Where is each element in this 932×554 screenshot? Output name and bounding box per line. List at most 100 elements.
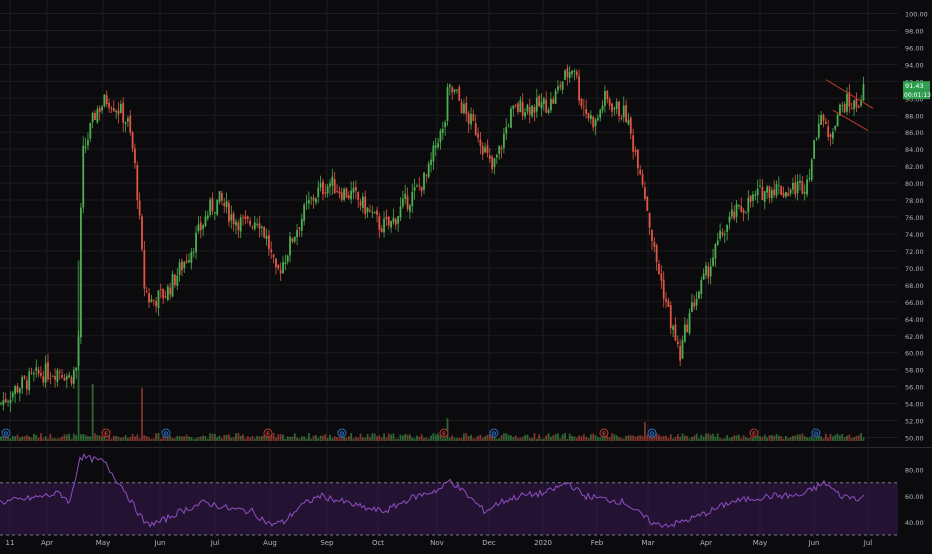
candle-body[interactable] [855,98,858,108]
candle-body[interactable] [11,392,14,398]
event-badge-dividend[interactable] [811,428,821,438]
candle-body[interactable] [268,235,270,249]
candle-body[interactable] [714,244,717,259]
candle-body[interactable] [70,377,73,384]
candle-body[interactable] [157,290,160,308]
candle-body[interactable] [218,191,221,203]
candle-body[interactable] [662,279,665,300]
candle-body[interactable] [456,89,458,91]
candle-body[interactable] [644,187,646,199]
candle-body[interactable] [533,107,536,113]
candle-body[interactable] [763,191,766,202]
candle-body[interactable] [51,376,54,378]
candle-body[interactable] [169,287,172,295]
candle-body[interactable] [554,90,557,104]
candle-body[interactable] [152,299,155,301]
event-badge-earnings[interactable] [101,428,111,438]
candle-body[interactable] [260,226,263,229]
candle-body[interactable] [799,180,801,183]
candle-body[interactable] [432,145,435,162]
candle-body[interactable] [601,105,604,111]
candle-body[interactable] [467,113,470,124]
candle-body[interactable] [117,110,120,115]
candle-body[interactable] [296,230,298,238]
candle-body[interactable] [326,186,329,194]
candle-body[interactable] [477,133,479,138]
candle-body[interactable] [392,217,395,223]
candle-body[interactable] [792,182,794,190]
event-badge-dividend[interactable] [337,428,347,438]
candle-body[interactable] [63,377,66,381]
candle-body[interactable] [608,99,611,106]
candle-body[interactable] [251,226,254,228]
candle-body[interactable] [667,300,670,307]
candle-body[interactable] [747,197,750,213]
candle-body[interactable] [108,103,110,108]
candle-body[interactable] [493,158,496,167]
candle-body[interactable] [300,218,303,231]
candle-body[interactable] [98,108,101,113]
candle-body[interactable] [96,109,99,123]
candle-body[interactable] [150,299,153,302]
candle-body[interactable] [134,148,136,164]
candle-body[interactable] [272,254,275,258]
candle-body[interactable] [486,145,489,153]
candle-body[interactable] [745,212,747,214]
candles-layer[interactable] [0,64,865,413]
candle-body[interactable] [453,89,456,92]
candle-body[interactable] [705,265,707,276]
candle-body[interactable] [611,103,613,112]
candle-body[interactable] [719,230,721,239]
candle-body[interactable] [145,290,148,292]
candle-body[interactable] [766,186,768,193]
candle-body[interactable] [265,235,268,240]
candle-body[interactable] [30,371,33,373]
candle-body[interactable] [282,262,284,274]
candle-body[interactable] [21,377,24,389]
candle-body[interactable] [857,106,860,108]
candle-body[interactable] [101,106,103,111]
candle-body[interactable] [225,201,228,208]
candle-body[interactable] [350,190,353,200]
candle-body[interactable] [270,249,273,253]
candle-body[interactable] [639,169,642,174]
candle-body[interactable] [674,324,677,341]
candle-body[interactable] [406,196,409,210]
candle-body[interactable] [4,398,7,403]
candle-body[interactable] [362,196,364,209]
candle-body[interactable] [582,106,585,108]
candle-body[interactable] [514,105,517,106]
candle-body[interactable] [448,84,451,88]
event-badge-dividend[interactable] [1,428,11,438]
candle-body[interactable] [176,275,179,286]
candle-body[interactable] [409,205,411,212]
candle-body[interactable] [122,102,125,123]
candle-body[interactable] [752,194,754,201]
candle-body[interactable] [834,125,837,130]
candle-body[interactable] [754,194,757,196]
candle-body[interactable] [343,189,345,200]
candle-body[interactable] [540,102,543,109]
candle-body[interactable] [594,119,597,127]
candle-body[interactable] [503,133,505,148]
candle-body[interactable] [221,193,223,201]
candle-body[interactable] [759,185,761,187]
candle-body[interactable] [669,305,672,329]
candle-body[interactable] [420,186,423,192]
candle-body[interactable] [521,102,524,116]
candle-body[interactable] [148,293,150,303]
candle-body[interactable] [404,193,407,199]
candle-body[interactable] [33,372,35,375]
candle-body[interactable] [65,376,68,380]
candle-body[interactable] [209,199,212,215]
candle-body[interactable] [599,109,602,118]
candle-body[interactable] [542,98,545,104]
candle-body[interactable] [500,147,503,150]
candle-body[interactable] [279,270,282,274]
candle-body[interactable] [216,199,219,215]
candle-body[interactable] [841,105,844,107]
candle-body[interactable] [589,115,592,120]
candle-body[interactable] [474,122,477,135]
candle-body[interactable] [416,185,418,187]
